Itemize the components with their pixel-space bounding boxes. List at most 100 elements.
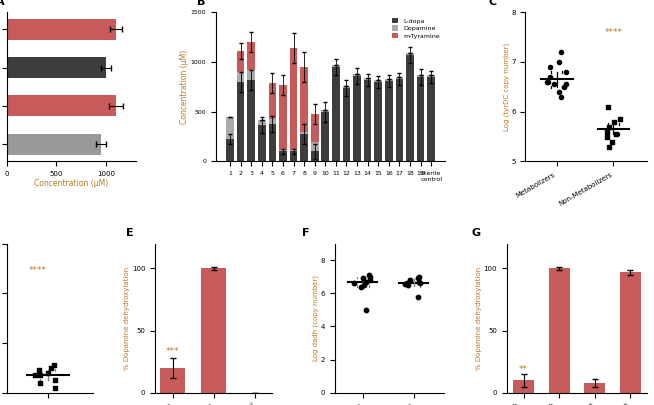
Point [49,362,60,369]
Text: **: ** [519,364,528,374]
Point [360,307,371,313]
Point [402,279,412,286]
Point [413,279,424,285]
Point [559,83,570,90]
Bar [322,110,329,112]
Point [355,284,366,290]
Bar [7,96,116,116]
Legend: L-dopa, Dopamine, m-Tyramine: L-dopa, Dopamine, m-Tyramine [389,15,442,41]
Bar [406,55,414,162]
Bar [311,114,318,141]
Point [358,275,368,281]
Bar [396,77,404,79]
Bar [311,151,318,162]
Bar [374,82,382,162]
Point [33,367,44,374]
Point [602,128,612,135]
Point [610,131,621,137]
Bar [353,74,361,76]
Point [549,81,559,87]
Bar [290,48,298,149]
Point [364,272,374,278]
Y-axis label: % Dopamine dehydroxylation: % Dopamine dehydroxylation [476,266,482,370]
Point [602,103,613,110]
Bar [332,67,339,162]
X-axis label: Concentration (μM): Concentration (μM) [34,179,108,188]
Point [560,68,571,75]
Point [561,81,572,87]
Bar [279,85,286,149]
Point [400,281,411,288]
Bar [396,79,404,162]
Point [542,79,553,85]
Point [413,275,423,281]
Bar [364,80,371,162]
Bar [269,83,276,119]
Point [607,138,617,145]
Bar [417,77,424,162]
Bar [332,65,339,67]
Bar [311,141,318,151]
Y-axis label: Log (tyrDC copy number): Log (tyrDC copy number) [504,43,510,131]
Point [365,273,375,280]
Point [556,94,566,100]
Bar [247,80,255,162]
Bar [353,76,361,162]
Bar [300,134,308,162]
Point [556,49,566,55]
Point [403,282,413,288]
Bar [549,269,570,393]
Point [50,377,60,384]
Bar [247,70,255,80]
Point [365,277,375,283]
Text: E: E [126,228,133,238]
Bar [300,132,308,134]
Point [29,372,40,379]
Bar [279,151,286,162]
Bar [7,57,106,78]
Point [553,59,564,65]
Bar [427,75,435,77]
Bar [427,77,435,162]
Text: ****: **** [29,266,47,275]
Bar [385,79,392,81]
Point [544,74,555,80]
Bar [343,86,351,88]
Bar [237,51,245,72]
Bar [417,75,424,77]
Point [359,282,370,288]
Point [413,273,424,280]
Point [553,89,564,95]
Bar [620,272,641,393]
Point [361,279,371,285]
Point [349,280,360,287]
Bar [7,19,116,40]
Bar [247,42,255,70]
Point [35,379,46,386]
Point [50,385,60,391]
Text: C: C [489,0,497,7]
Text: B: B [198,0,206,7]
Point [43,370,53,376]
Y-axis label: Concentration (μM): Concentration (μM) [181,50,189,124]
Point [413,293,424,300]
Text: ****: **** [604,28,623,36]
Bar [343,88,351,162]
Bar [226,117,234,139]
Bar [226,139,234,162]
Point [604,143,614,150]
Bar [237,72,245,82]
Bar [279,149,286,151]
Text: G: G [472,228,481,238]
Bar [290,149,298,151]
Point [609,118,619,125]
Bar [406,53,414,55]
Bar [258,119,266,125]
Point [46,365,56,371]
Bar [513,380,534,393]
Bar [237,82,245,162]
Bar [7,134,101,155]
Point [34,372,44,379]
Text: ***: *** [166,347,179,356]
Bar [364,78,371,80]
